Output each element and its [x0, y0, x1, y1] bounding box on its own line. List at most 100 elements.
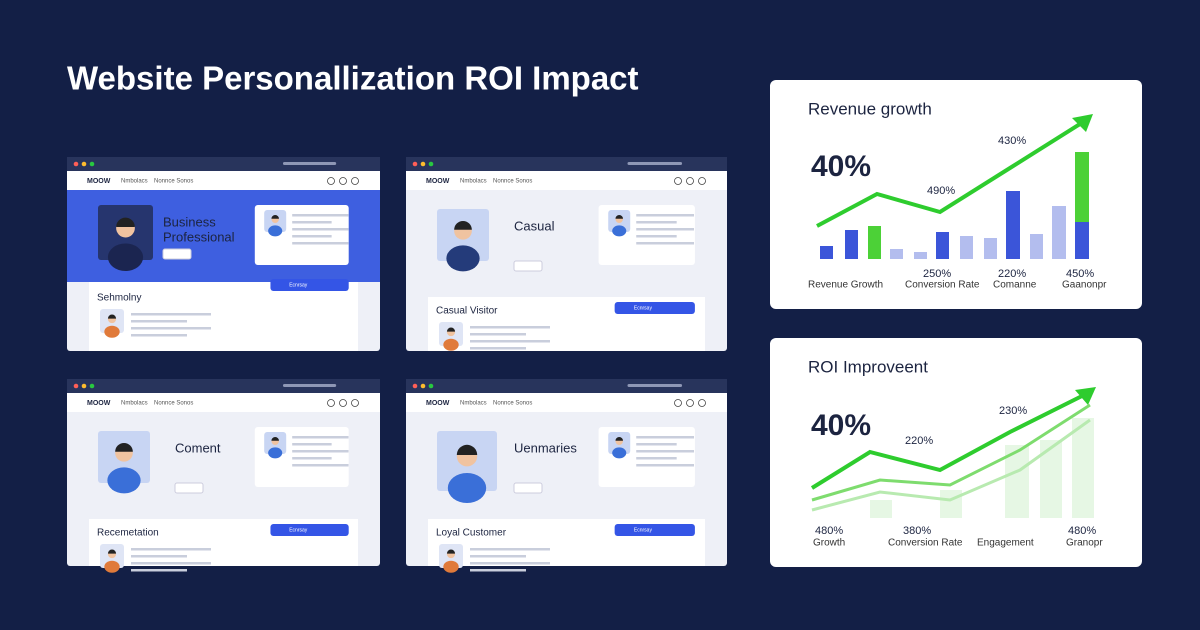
nav-icon	[327, 177, 335, 185]
window-dot	[412, 383, 418, 389]
avatar-body	[443, 338, 459, 351]
bar	[960, 236, 973, 259]
text-line	[470, 333, 526, 336]
window-dot	[420, 161, 426, 167]
trend-line	[810, 394, 1083, 490]
bar	[984, 238, 997, 259]
nav-link: Nmbolacs	[460, 179, 487, 185]
chart-card: ROI Improveent 40% 220% 230% 480% 380% 4…	[770, 338, 1142, 567]
bar	[845, 230, 858, 259]
cta-label: Ecnrsay	[289, 527, 308, 533]
nav-icon	[339, 177, 347, 185]
bar	[940, 490, 962, 518]
text-line	[470, 569, 526, 572]
bar	[820, 246, 833, 259]
annotation: 430%	[998, 135, 1026, 147]
nav-icon	[698, 399, 706, 407]
text-line	[636, 436, 695, 439]
nav-icon	[351, 399, 359, 407]
logo: MOOW	[426, 178, 450, 185]
avatar-hair	[271, 437, 279, 441]
arrow-head	[1075, 387, 1096, 405]
browser-bar	[67, 379, 380, 393]
value-label: 380%	[903, 525, 931, 537]
nav-icon	[674, 399, 682, 407]
bar	[1030, 234, 1043, 259]
browser-bar	[406, 157, 727, 171]
trend-line	[811, 418, 1091, 512]
annotation: 230%	[999, 405, 1027, 417]
avatar-body	[268, 225, 283, 237]
text-line	[292, 436, 349, 439]
card-bg	[770, 80, 1142, 309]
section-title: Casual Visitor	[436, 306, 498, 317]
nav-link: Nonnce Sonos	[493, 401, 532, 407]
avatar-body	[268, 447, 283, 459]
bar	[1075, 222, 1089, 259]
window-dot	[89, 161, 95, 167]
bar	[890, 249, 903, 259]
avatar-hair	[446, 549, 456, 554]
bar	[870, 500, 892, 518]
hero-heading: Business	[163, 214, 216, 229]
value-label: 220%	[998, 268, 1026, 280]
avatar-body	[443, 560, 459, 573]
trend-line	[811, 403, 1091, 502]
nav-icon	[686, 177, 694, 185]
text-line	[470, 562, 550, 565]
arrow-head	[1072, 114, 1093, 132]
text-line	[636, 450, 695, 453]
text-line	[470, 548, 550, 551]
mockups: MOOW Nmbolacs Nonnce Sonos BusinessProfessi…	[67, 157, 727, 573]
nav-link: Nmbolacs	[121, 179, 148, 185]
nav-link: Nmbolacs	[460, 401, 487, 407]
section-title: Recemetation	[97, 528, 159, 539]
avatar-hair	[271, 215, 279, 219]
text-line	[292, 221, 332, 224]
section-title: Loyal Customer	[436, 528, 507, 539]
chart-card: Revenue growth 40% 430% 490% 250% 220% 4…	[770, 80, 1142, 309]
text-line	[131, 313, 211, 316]
avatar-hair	[446, 327, 456, 332]
text-line	[292, 228, 349, 231]
avatar-hair	[615, 215, 623, 219]
hero-heading: Professional	[163, 229, 235, 244]
window-dot	[428, 383, 434, 389]
window-dot	[412, 161, 418, 167]
avatar-hair	[615, 437, 623, 441]
avatar-hair	[107, 549, 117, 554]
nav-icon	[698, 177, 706, 185]
avatar-hair	[115, 442, 133, 452]
cta-button	[614, 524, 695, 536]
nav-icon	[674, 177, 682, 185]
bars	[820, 152, 1089, 259]
annotation: 490%	[927, 185, 955, 197]
annotation: 220%	[905, 435, 933, 447]
bar	[936, 232, 949, 259]
nav-icon	[686, 399, 694, 407]
hero-heading: Uenmaries	[514, 440, 577, 455]
x-label: Conversion Rate	[888, 538, 963, 549]
text-line	[636, 235, 677, 238]
x-label: Granopr	[1066, 538, 1103, 549]
text-line	[131, 320, 187, 323]
card-title: ROI Improveent	[808, 357, 928, 376]
cta-label: Ecnrsay	[634, 305, 653, 311]
nav-bar	[406, 393, 727, 412]
text-line	[636, 221, 677, 224]
bar	[1052, 206, 1066, 259]
logo: MOOW	[87, 400, 111, 407]
window-dot	[428, 161, 434, 167]
content-panel	[89, 282, 358, 351]
window-dot	[81, 161, 87, 167]
text-line	[292, 450, 349, 453]
text-line	[292, 242, 349, 245]
avatar-body	[104, 560, 120, 573]
text-line	[131, 562, 211, 565]
card-big: 40%	[811, 150, 871, 183]
avatar-hair	[116, 217, 135, 227]
text-line	[131, 555, 187, 558]
value-label: 480%	[1068, 525, 1096, 537]
nav-bar	[67, 171, 380, 190]
